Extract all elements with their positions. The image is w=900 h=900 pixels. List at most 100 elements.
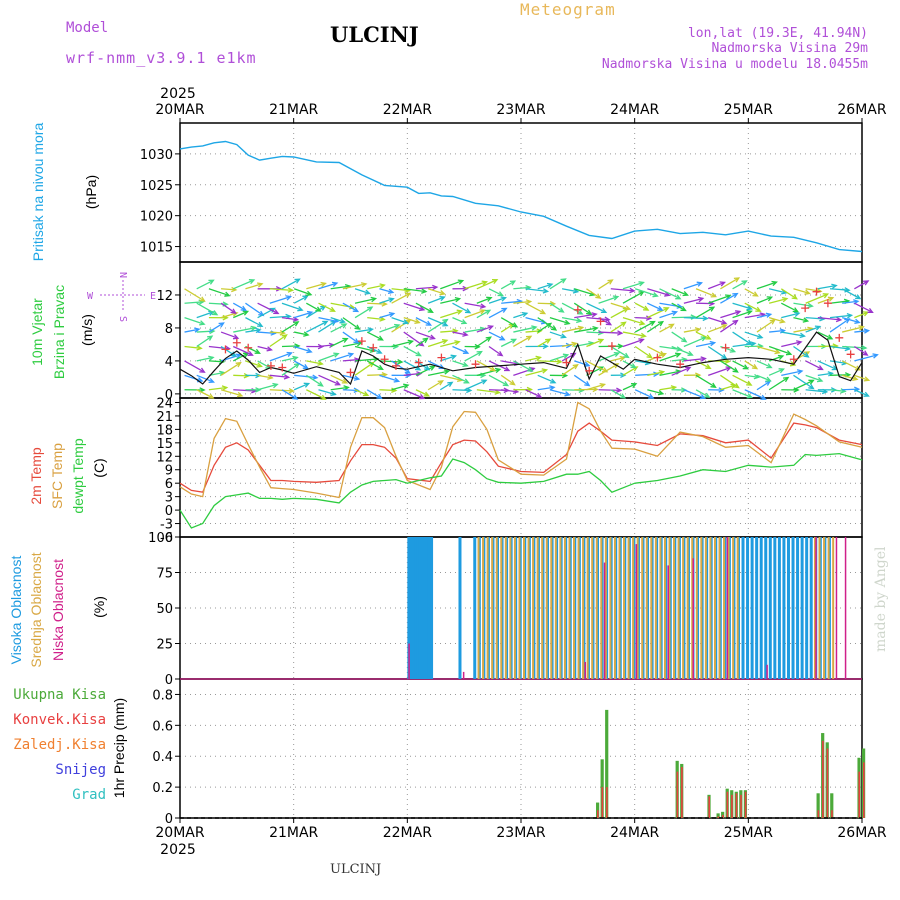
wind-arrow <box>367 316 385 321</box>
wind-arrow <box>756 319 776 333</box>
wind-arrow <box>464 302 486 308</box>
wind-arrow-head <box>376 348 383 354</box>
wind-arrow-head <box>240 305 248 311</box>
station-title: ULCINJ <box>330 22 419 47</box>
wind-label-2: Brzina i Pravac <box>51 285 67 379</box>
wind-arrow-head <box>254 348 261 354</box>
lonlat-label: lon,lat (19.3E, 41.94N) <box>687 26 868 41</box>
cloud-mid-bar <box>673 537 676 679</box>
compass-e: E <box>150 291 156 302</box>
wind-arrow <box>281 363 300 376</box>
wind-arrow-head <box>732 367 739 373</box>
wind-arrow-head <box>542 288 550 294</box>
cloud-mid-bar <box>691 537 694 679</box>
precip-conv-bar <box>740 794 742 818</box>
wind-arrow-head <box>272 382 279 389</box>
y-tick-label: 8 <box>165 322 173 337</box>
wind-arrow <box>318 282 338 290</box>
y-tick-label: 6 <box>165 477 173 492</box>
x-tick-label-top: 20MAR <box>155 102 204 118</box>
precip-total-bar <box>830 793 834 818</box>
wind-gust-marker <box>721 343 730 352</box>
wind-arrow-head <box>629 287 636 294</box>
wind-arrow <box>342 302 359 313</box>
wind-arrow-head <box>414 318 421 324</box>
wind-arrow <box>574 288 595 296</box>
wind-arrow-head <box>427 307 434 314</box>
wind-arrow <box>854 389 869 397</box>
cloud-high-bar <box>786 537 790 679</box>
wind-arrow <box>427 317 448 327</box>
wind-arrow-head <box>250 325 257 332</box>
y-tick-label: 24 <box>156 396 173 411</box>
wind-arrow <box>561 316 582 322</box>
wind-arrow-head <box>577 309 584 315</box>
pressure-line <box>179 140 863 253</box>
precip-unit-label: 1hr Precip (mm) <box>111 698 127 798</box>
pressure-unit-label: (hPa) <box>83 175 99 209</box>
wind-arrow-head <box>333 352 340 358</box>
wind-arrow-head <box>769 319 776 325</box>
wind-arrow-head <box>288 388 295 394</box>
y-tick-label: 0 <box>165 388 173 403</box>
wind-arrow-head <box>370 296 378 303</box>
wind-arrow-head <box>646 352 653 359</box>
wind-arrow <box>476 325 493 333</box>
cloud-high-bar <box>782 537 786 679</box>
cloud-high-bar <box>409 537 413 679</box>
wind-arrow <box>622 338 644 348</box>
wind-arrow <box>537 386 555 391</box>
cloud-high-bar <box>741 537 745 679</box>
wind-arrow-head <box>509 280 517 286</box>
wind-arrow-head <box>774 348 781 355</box>
wind-arrow-head <box>741 280 748 286</box>
wind-arrow <box>732 302 752 310</box>
wind-arrow <box>854 280 869 290</box>
wind-arrow-head <box>437 380 445 386</box>
wind-gust-marker <box>369 343 378 352</box>
wind-arrow <box>379 288 394 294</box>
wind-arrow-head <box>248 279 256 285</box>
wind-arrow-head <box>696 281 704 287</box>
wind-arrow <box>281 321 299 333</box>
wind-arrow <box>549 354 569 362</box>
wind-arrow <box>586 316 610 321</box>
y-tick-label: 0.4 <box>152 750 173 765</box>
wind-arrow <box>695 288 716 298</box>
year-label-bottom: 2025 <box>160 842 196 858</box>
wind-arrow-head <box>766 363 773 369</box>
wind-arrow-head <box>497 291 504 297</box>
wind-arrow-head <box>421 288 428 294</box>
wind-arrow-head <box>306 310 314 317</box>
wind-arrow-head <box>620 321 627 327</box>
wind-arrow <box>379 360 403 363</box>
wind-arrow-head <box>387 288 395 295</box>
wind-arrow <box>573 302 592 315</box>
wind-arrow <box>342 283 367 290</box>
wind-arrow-head <box>645 315 653 321</box>
wind-arrow <box>245 283 263 290</box>
wind-arrow <box>330 317 345 323</box>
wind-arrow-head <box>403 383 410 389</box>
wind-arrow-head <box>462 331 469 337</box>
wind-arrow <box>781 341 802 348</box>
wind-arrow-head <box>354 324 361 330</box>
y-tick-label: 1030 <box>140 148 173 163</box>
wind-arrow-head <box>791 294 798 300</box>
cloud-mid-bar <box>723 537 726 679</box>
cloud-mid-bar <box>536 537 539 679</box>
cloud-mid-bar <box>573 537 576 679</box>
wind-arrow <box>756 345 780 354</box>
wind-arrow <box>854 302 873 313</box>
wind-arrow-head <box>306 348 313 354</box>
precip-conv-bar <box>831 810 833 818</box>
wind-arrow <box>598 296 619 304</box>
wind-arrow <box>293 288 312 296</box>
cloud-high-bar <box>773 537 777 679</box>
cloud-mid-bar <box>477 537 480 679</box>
y-tick-label: 1015 <box>140 241 173 256</box>
y-tick-label: 15 <box>156 437 173 452</box>
wind-arrow <box>854 345 868 356</box>
wind-arrow <box>415 286 437 290</box>
wind-gust-marker <box>801 304 810 313</box>
